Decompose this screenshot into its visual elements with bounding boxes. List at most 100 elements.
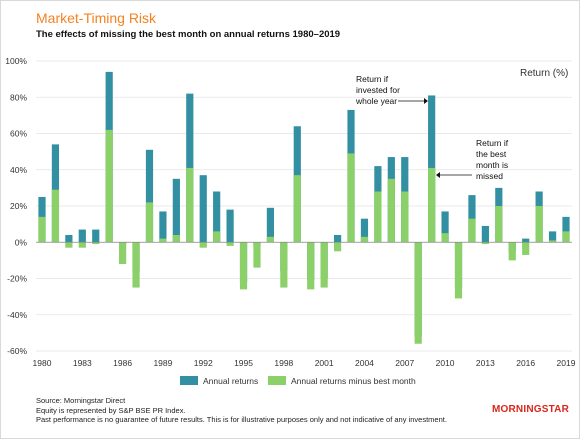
bar-annual-returns — [548, 231, 557, 243]
x-tick-label: 2004 — [355, 358, 374, 368]
bar-annual-returns — [65, 235, 73, 243]
bar-minus-best-month — [38, 216, 46, 243]
bar-minus-best-month — [414, 242, 422, 344]
bar-minus-best-month — [360, 236, 369, 243]
bar-minus-best-month — [253, 242, 261, 268]
annotation-whole-year-line3: whole year — [355, 96, 397, 106]
bar-minus-best-month — [226, 242, 234, 246]
x-tick-label: 1983 — [73, 358, 92, 368]
bar-minus-best-month — [266, 236, 275, 243]
bar-minus-best-month — [199, 242, 207, 248]
y-tick-label: -40% — [7, 310, 27, 320]
legend: Annual returns Annual returns minus best… — [180, 376, 416, 386]
x-tick-label: 1992 — [194, 358, 213, 368]
bar-minus-best-month — [92, 242, 100, 245]
bar-minus-best-month — [65, 242, 73, 248]
bar-minus-best-month — [481, 242, 489, 245]
y-axis-label: Return (%) — [520, 68, 568, 79]
page-title: Market-Timing Risk — [36, 10, 157, 26]
y-tick-label: -20% — [7, 274, 27, 284]
bar-minus-best-month — [535, 206, 543, 243]
bar-minus-best-month — [548, 240, 557, 243]
annotation-whole-year-arrowhead — [424, 98, 428, 104]
bar-minus-best-month — [119, 242, 127, 264]
bar-annual-returns — [333, 235, 342, 243]
annotation-missed-line3: month is — [476, 160, 508, 170]
bar-annual-returns — [562, 216, 570, 243]
bar-minus-best-month — [522, 242, 530, 255]
bar-minus-best-month — [454, 242, 463, 299]
x-tick-label: 2007 — [395, 358, 414, 368]
bar-annual-returns — [213, 191, 221, 243]
bar-minus-best-month — [441, 233, 449, 243]
legend-label-minus-best: Annual returns minus best month — [291, 376, 416, 386]
legend-label-annual: Annual returns — [203, 376, 258, 386]
x-tick-label: 1989 — [153, 358, 172, 368]
y-tick-label: 0% — [15, 237, 28, 247]
annotation-whole-year: Return if invested for whole year — [355, 74, 428, 106]
footer-disclaimer: Past performance is no guarantee of futu… — [36, 415, 447, 424]
bar-minus-best-month — [495, 206, 503, 243]
bar-annual-returns — [145, 149, 154, 243]
x-tick-label: 2010 — [436, 358, 455, 368]
annotation-missed-line4: missed — [476, 171, 503, 181]
bar-minus-best-month — [239, 242, 248, 290]
page-subtitle: The effects of missing the best month on… — [36, 29, 341, 40]
y-tick-label: 80% — [10, 92, 27, 102]
bar-annual-returns — [92, 229, 100, 243]
x-tick-label: 2001 — [315, 358, 334, 368]
bar-annual-returns — [360, 218, 369, 243]
footer-source: Source: Morningstar Direct — [36, 396, 126, 405]
bar-minus-best-month — [78, 242, 86, 248]
bar-minus-best-month — [387, 178, 395, 243]
x-tick-label: 2016 — [516, 358, 535, 368]
bar-minus-best-month — [374, 191, 382, 243]
bar-minus-best-month — [293, 175, 301, 243]
y-tick-label: 100% — [5, 56, 27, 66]
bar-minus-best-month — [159, 238, 167, 243]
bar-minus-best-month — [280, 242, 288, 288]
bar-minus-best-month — [333, 242, 342, 252]
bar-annual-returns — [266, 207, 275, 243]
bar-annual-returns — [441, 211, 449, 243]
morningstar-logo: MORNINGSTAR — [492, 404, 570, 415]
bar-minus-best-month — [562, 231, 570, 243]
bar-minus-best-month — [428, 167, 436, 243]
annotation-missed-line2: the best — [476, 149, 507, 159]
bar-annual-returns — [226, 209, 234, 243]
bar-annual-returns — [159, 211, 167, 243]
annotation-whole-year-line1: Return if — [356, 74, 389, 84]
bar-minus-best-month — [213, 231, 221, 243]
x-tick-label: 2013 — [476, 358, 495, 368]
y-tick-label: 20% — [10, 201, 27, 211]
bar-minus-best-month — [105, 129, 113, 243]
x-tick-label: 1986 — [113, 358, 132, 368]
bar-annual-returns — [172, 178, 180, 243]
bar-annual-returns — [78, 229, 86, 243]
annotation-whole-year-line2: invested for — [356, 85, 400, 95]
x-tick-label: 2019 — [557, 358, 576, 368]
bar-minus-best-month — [320, 242, 328, 288]
footer-index-note: Equity is represented by S&P BSE PR Inde… — [36, 405, 186, 415]
x-tick-label: 1995 — [234, 358, 253, 368]
y-tick-label: -60% — [7, 346, 27, 356]
annotation-best-month-missed: Return if the best month is missed — [436, 138, 509, 181]
y-tick-label: 40% — [10, 165, 27, 175]
y-tick-label: 60% — [10, 129, 27, 139]
legend-swatch-minus-best — [268, 376, 286, 385]
bar-minus-best-month — [347, 153, 355, 243]
bar-minus-best-month — [172, 235, 180, 243]
x-tick-label: 1980 — [33, 358, 52, 368]
bar-minus-best-month — [307, 242, 315, 290]
bar-minus-best-month — [186, 167, 194, 243]
bar-minus-best-month — [145, 202, 154, 243]
bar-minus-best-month — [401, 191, 409, 243]
x-tick-label: 1998 — [274, 358, 293, 368]
bar-minus-best-month — [468, 218, 476, 243]
annotation-missed-line1: Return if — [476, 138, 509, 148]
footer-notes: Source: Morningstar Direct Equity is rep… — [36, 396, 447, 425]
bar-minus-best-month — [51, 189, 60, 243]
bar-annual-returns — [522, 238, 530, 243]
